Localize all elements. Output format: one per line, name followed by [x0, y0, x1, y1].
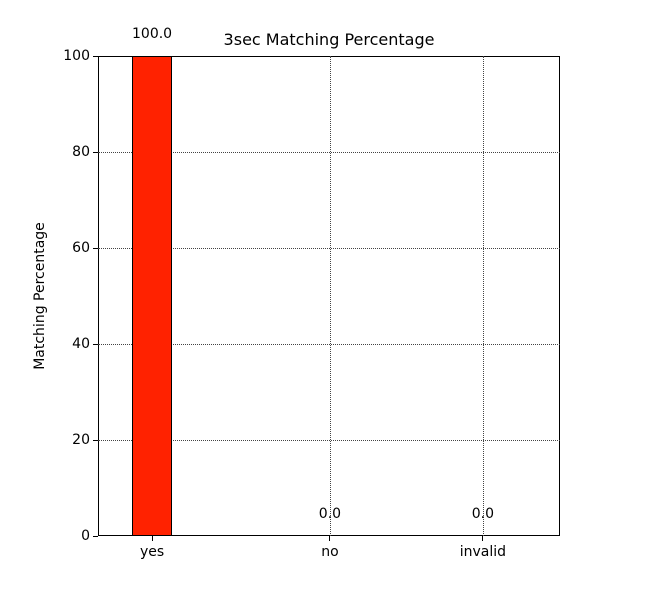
bar-value-label: 0.0	[471, 506, 494, 522]
y-tick-mark	[93, 343, 98, 345]
x-tick-label: yes	[139, 544, 165, 560]
y-tick-label: 20	[72, 432, 90, 448]
gridline-vertical	[482, 56, 484, 536]
y-tick-mark	[93, 55, 98, 57]
gridline-horizontal	[98, 152, 560, 153]
gridline-horizontal	[98, 248, 560, 249]
bar-value-label: 0.0	[318, 506, 342, 522]
x-tick-label: invalid	[459, 544, 506, 560]
gridline-vertical	[329, 56, 331, 536]
y-tick-label: 0	[81, 528, 90, 544]
bar-value-label: 100.0	[132, 26, 173, 42]
y-tick-label: 40	[72, 336, 90, 352]
y-tick-mark	[93, 535, 98, 537]
gridline-horizontal	[98, 344, 560, 345]
gridline-horizontal	[98, 440, 560, 441]
y-tick-label: 100	[63, 48, 90, 64]
x-tick-mark	[329, 536, 331, 541]
y-tick-label: 60	[72, 240, 90, 256]
bar	[132, 56, 173, 536]
y-tick-mark	[93, 439, 98, 441]
plot-area	[98, 56, 560, 536]
y-tick-mark	[93, 247, 98, 249]
y-tick-label: 80	[72, 144, 90, 160]
x-tick-mark	[151, 536, 153, 541]
x-tick-mark	[482, 536, 484, 541]
chart-title: 3sec Matching Percentage	[223, 30, 435, 49]
y-tick-mark	[93, 151, 98, 153]
x-tick-label: no	[321, 544, 339, 560]
